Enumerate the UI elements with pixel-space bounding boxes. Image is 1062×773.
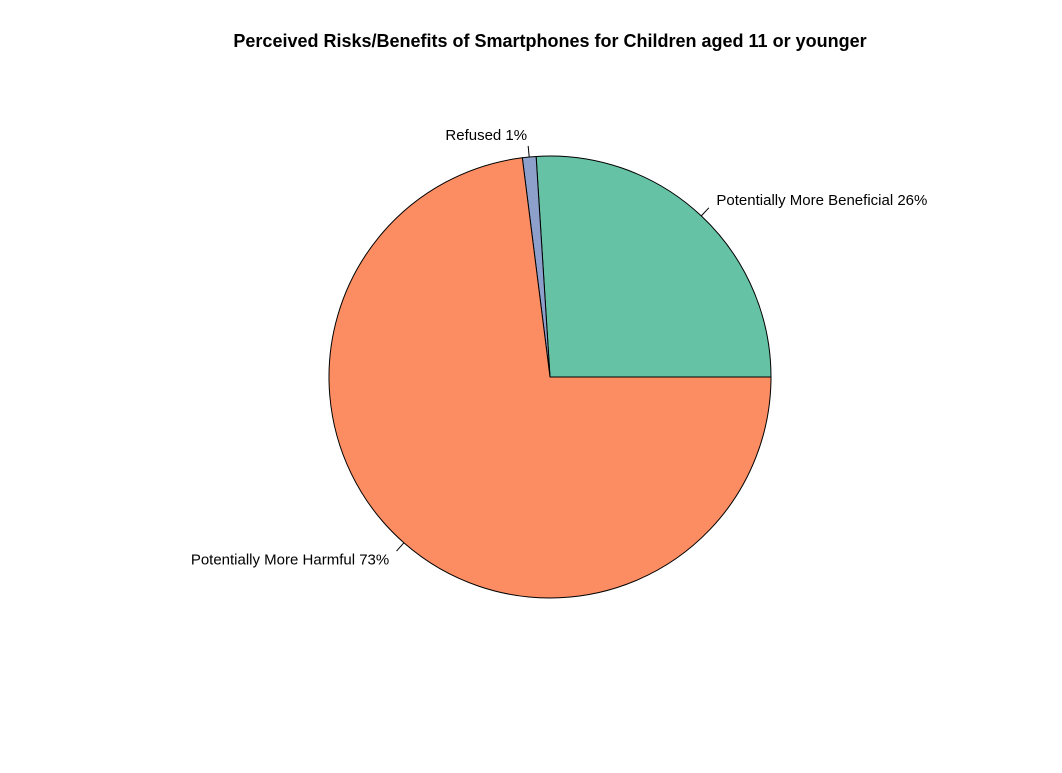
slice-label: Potentially More Beneficial 26% bbox=[716, 192, 927, 209]
chart-title: Perceived Risks/Benefits of Smartphones … bbox=[233, 31, 866, 51]
slice-labels: Potentially More Beneficial 26% Refused 1… bbox=[191, 127, 928, 568]
label-leader-line bbox=[700, 207, 710, 217]
pie-slice bbox=[535, 155, 772, 378]
label-leader-line bbox=[527, 145, 530, 158]
pie-slices bbox=[328, 155, 772, 599]
slice-label: Potentially More Harmful 73% bbox=[191, 551, 389, 568]
label-leaders bbox=[396, 145, 710, 552]
label-leader-line bbox=[396, 542, 405, 552]
slice-label: Refused 1% bbox=[445, 127, 527, 144]
